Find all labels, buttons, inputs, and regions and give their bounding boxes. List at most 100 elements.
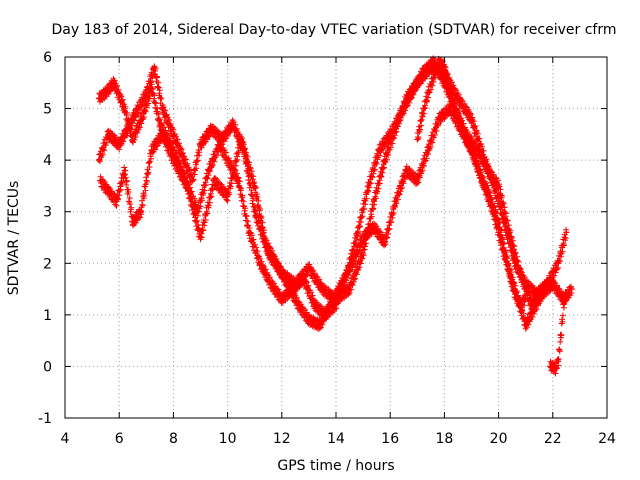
data-point <box>113 198 120 205</box>
data-point <box>484 167 491 174</box>
data-point <box>387 131 394 138</box>
data-point <box>522 322 529 329</box>
data-point <box>208 126 215 133</box>
data-point <box>305 265 312 272</box>
data-point <box>338 280 345 287</box>
data-point <box>552 366 559 373</box>
data-point <box>105 131 112 138</box>
data-point <box>441 64 448 71</box>
data-point <box>300 275 307 282</box>
data-point <box>151 64 158 71</box>
data-point <box>311 301 318 308</box>
data-point <box>129 136 136 143</box>
data-point <box>473 162 480 169</box>
x-tick-label: 4 <box>61 431 70 447</box>
data-point <box>506 270 513 277</box>
x-tick-label: 22 <box>544 431 562 447</box>
y-tick-label: -1 <box>38 411 52 427</box>
data-point <box>205 167 212 174</box>
data-point <box>238 136 245 143</box>
data-point <box>419 69 426 76</box>
x-tick-label: 14 <box>327 431 345 447</box>
data-point <box>262 239 269 246</box>
x-tick-label: 6 <box>115 431 124 447</box>
data-point <box>105 188 112 195</box>
data-point <box>159 105 166 112</box>
data-point <box>110 79 117 86</box>
data-point <box>425 90 432 97</box>
data-point <box>230 121 237 128</box>
data-point <box>129 219 136 226</box>
data-point <box>224 157 231 164</box>
data-point <box>197 234 204 241</box>
y-tick-label: 2 <box>43 256 52 272</box>
x-tick-label: 16 <box>381 431 399 447</box>
data-point <box>501 244 508 251</box>
data-point <box>490 203 497 210</box>
data-point <box>181 157 188 164</box>
data-point <box>557 332 564 339</box>
data-point <box>506 229 513 236</box>
data-point <box>284 280 291 287</box>
data-point <box>251 182 258 189</box>
data-point <box>116 141 123 148</box>
data-point <box>544 280 551 287</box>
data-point <box>97 177 104 184</box>
data-point <box>392 198 399 205</box>
data-point <box>430 59 437 66</box>
data-point <box>349 260 356 267</box>
data-point <box>148 146 155 153</box>
series-trace-c <box>97 101 551 333</box>
series-trace-d <box>547 290 570 377</box>
data-point <box>316 322 323 329</box>
series-trace-b <box>95 55 575 322</box>
data-point <box>273 260 280 267</box>
data-point <box>463 136 470 143</box>
y-tick-label: 6 <box>43 50 52 66</box>
data-point <box>473 146 480 153</box>
y-tick-label: 5 <box>43 102 52 118</box>
data-point <box>533 301 540 308</box>
data-point <box>560 301 567 308</box>
x-tick-label: 8 <box>169 431 178 447</box>
data-point <box>495 219 502 226</box>
data-point <box>319 286 326 293</box>
data-point <box>555 358 562 365</box>
data-point <box>435 115 442 122</box>
data-point <box>354 229 361 236</box>
data-point <box>522 296 529 303</box>
data-point <box>137 208 144 215</box>
data-point <box>224 193 231 200</box>
x-tick-label: 12 <box>273 431 291 447</box>
data-point <box>468 115 475 122</box>
data-point <box>327 301 334 308</box>
data-point <box>549 280 556 287</box>
data-point <box>278 296 285 303</box>
data-point <box>549 363 556 370</box>
data-point <box>216 141 223 148</box>
data-point <box>102 90 109 97</box>
data-point <box>517 301 524 308</box>
data-point <box>435 59 442 66</box>
data-point <box>511 291 518 298</box>
data-point <box>346 286 353 293</box>
data-point <box>95 157 102 164</box>
data-point <box>452 105 459 112</box>
data-point <box>251 208 258 215</box>
data-point <box>360 249 367 256</box>
data-point <box>425 146 432 153</box>
data-point <box>430 74 437 81</box>
series-points <box>97 101 551 333</box>
data-point <box>484 188 491 195</box>
data-point <box>235 177 242 184</box>
data-point <box>446 84 453 91</box>
data-point <box>156 121 163 128</box>
data-point <box>414 136 421 143</box>
y-tick-label: 3 <box>43 205 52 221</box>
y-axis-label: SDTVAR / TECUs <box>6 181 22 296</box>
data-point <box>159 131 166 138</box>
data-point <box>197 141 204 148</box>
data-point <box>495 182 502 189</box>
data-point <box>414 177 421 184</box>
data-point <box>568 286 575 293</box>
